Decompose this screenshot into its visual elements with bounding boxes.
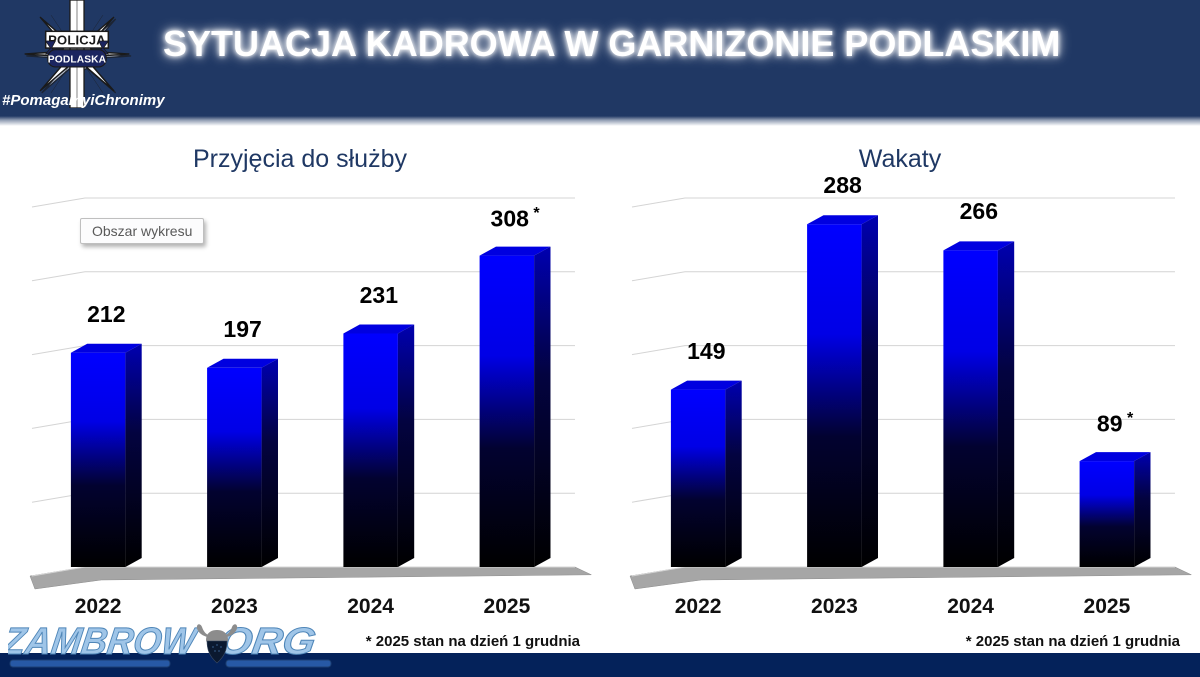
svg-text:POLICJA: POLICJA [48,32,106,47]
svg-text:PODLASKA: PODLASKA [48,55,107,66]
svg-text:ZAMBROW: ZAMBROW [8,620,201,663]
